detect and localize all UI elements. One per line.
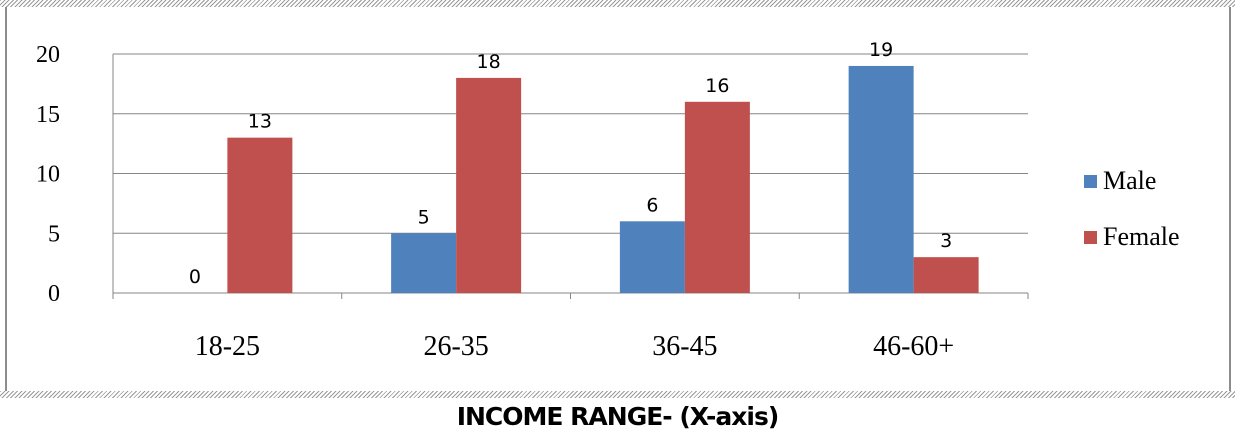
- data-label-female: 16: [705, 75, 729, 97]
- data-label-female: 3: [940, 230, 952, 252]
- data-label-male: 6: [646, 194, 658, 216]
- x-category-label: 26-35: [423, 331, 488, 362]
- bottom-border-hatch: [0, 391, 1235, 398]
- y-tick-label: 10: [36, 162, 60, 188]
- bar-male: [848, 65, 914, 293]
- top-border-hatch: [0, 0, 1235, 7]
- bar-female: [913, 257, 979, 293]
- x-axis-caption: INCOME RANGE- (X-axis): [456, 402, 780, 431]
- chart-frame: [5, 7, 1231, 391]
- bar-male: [619, 221, 685, 293]
- data-label-female: 13: [248, 111, 272, 133]
- bar-female: [684, 101, 750, 293]
- y-tick-label: 0: [48, 281, 60, 307]
- bar-female: [456, 77, 522, 294]
- x-category-label: 46-60+: [873, 331, 954, 362]
- data-label-male: 0: [189, 266, 201, 288]
- legend-label-female: Female: [1103, 222, 1180, 251]
- legend-swatch-female: [1084, 231, 1097, 244]
- data-label-male: 5: [418, 206, 430, 228]
- bar-male: [391, 233, 457, 293]
- data-label-female: 18: [477, 51, 501, 73]
- x-category-label: 36-45: [652, 331, 717, 362]
- y-tick-label: 15: [36, 102, 60, 128]
- bar-female: [227, 137, 293, 293]
- y-tick-label: 20: [36, 42, 60, 68]
- legend-label-male: Male: [1103, 166, 1156, 195]
- data-label-male: 19: [869, 39, 893, 61]
- y-tick-label: 5: [48, 221, 60, 247]
- x-category-label: 18-25: [195, 331, 260, 362]
- legend-swatch-male: [1084, 175, 1097, 188]
